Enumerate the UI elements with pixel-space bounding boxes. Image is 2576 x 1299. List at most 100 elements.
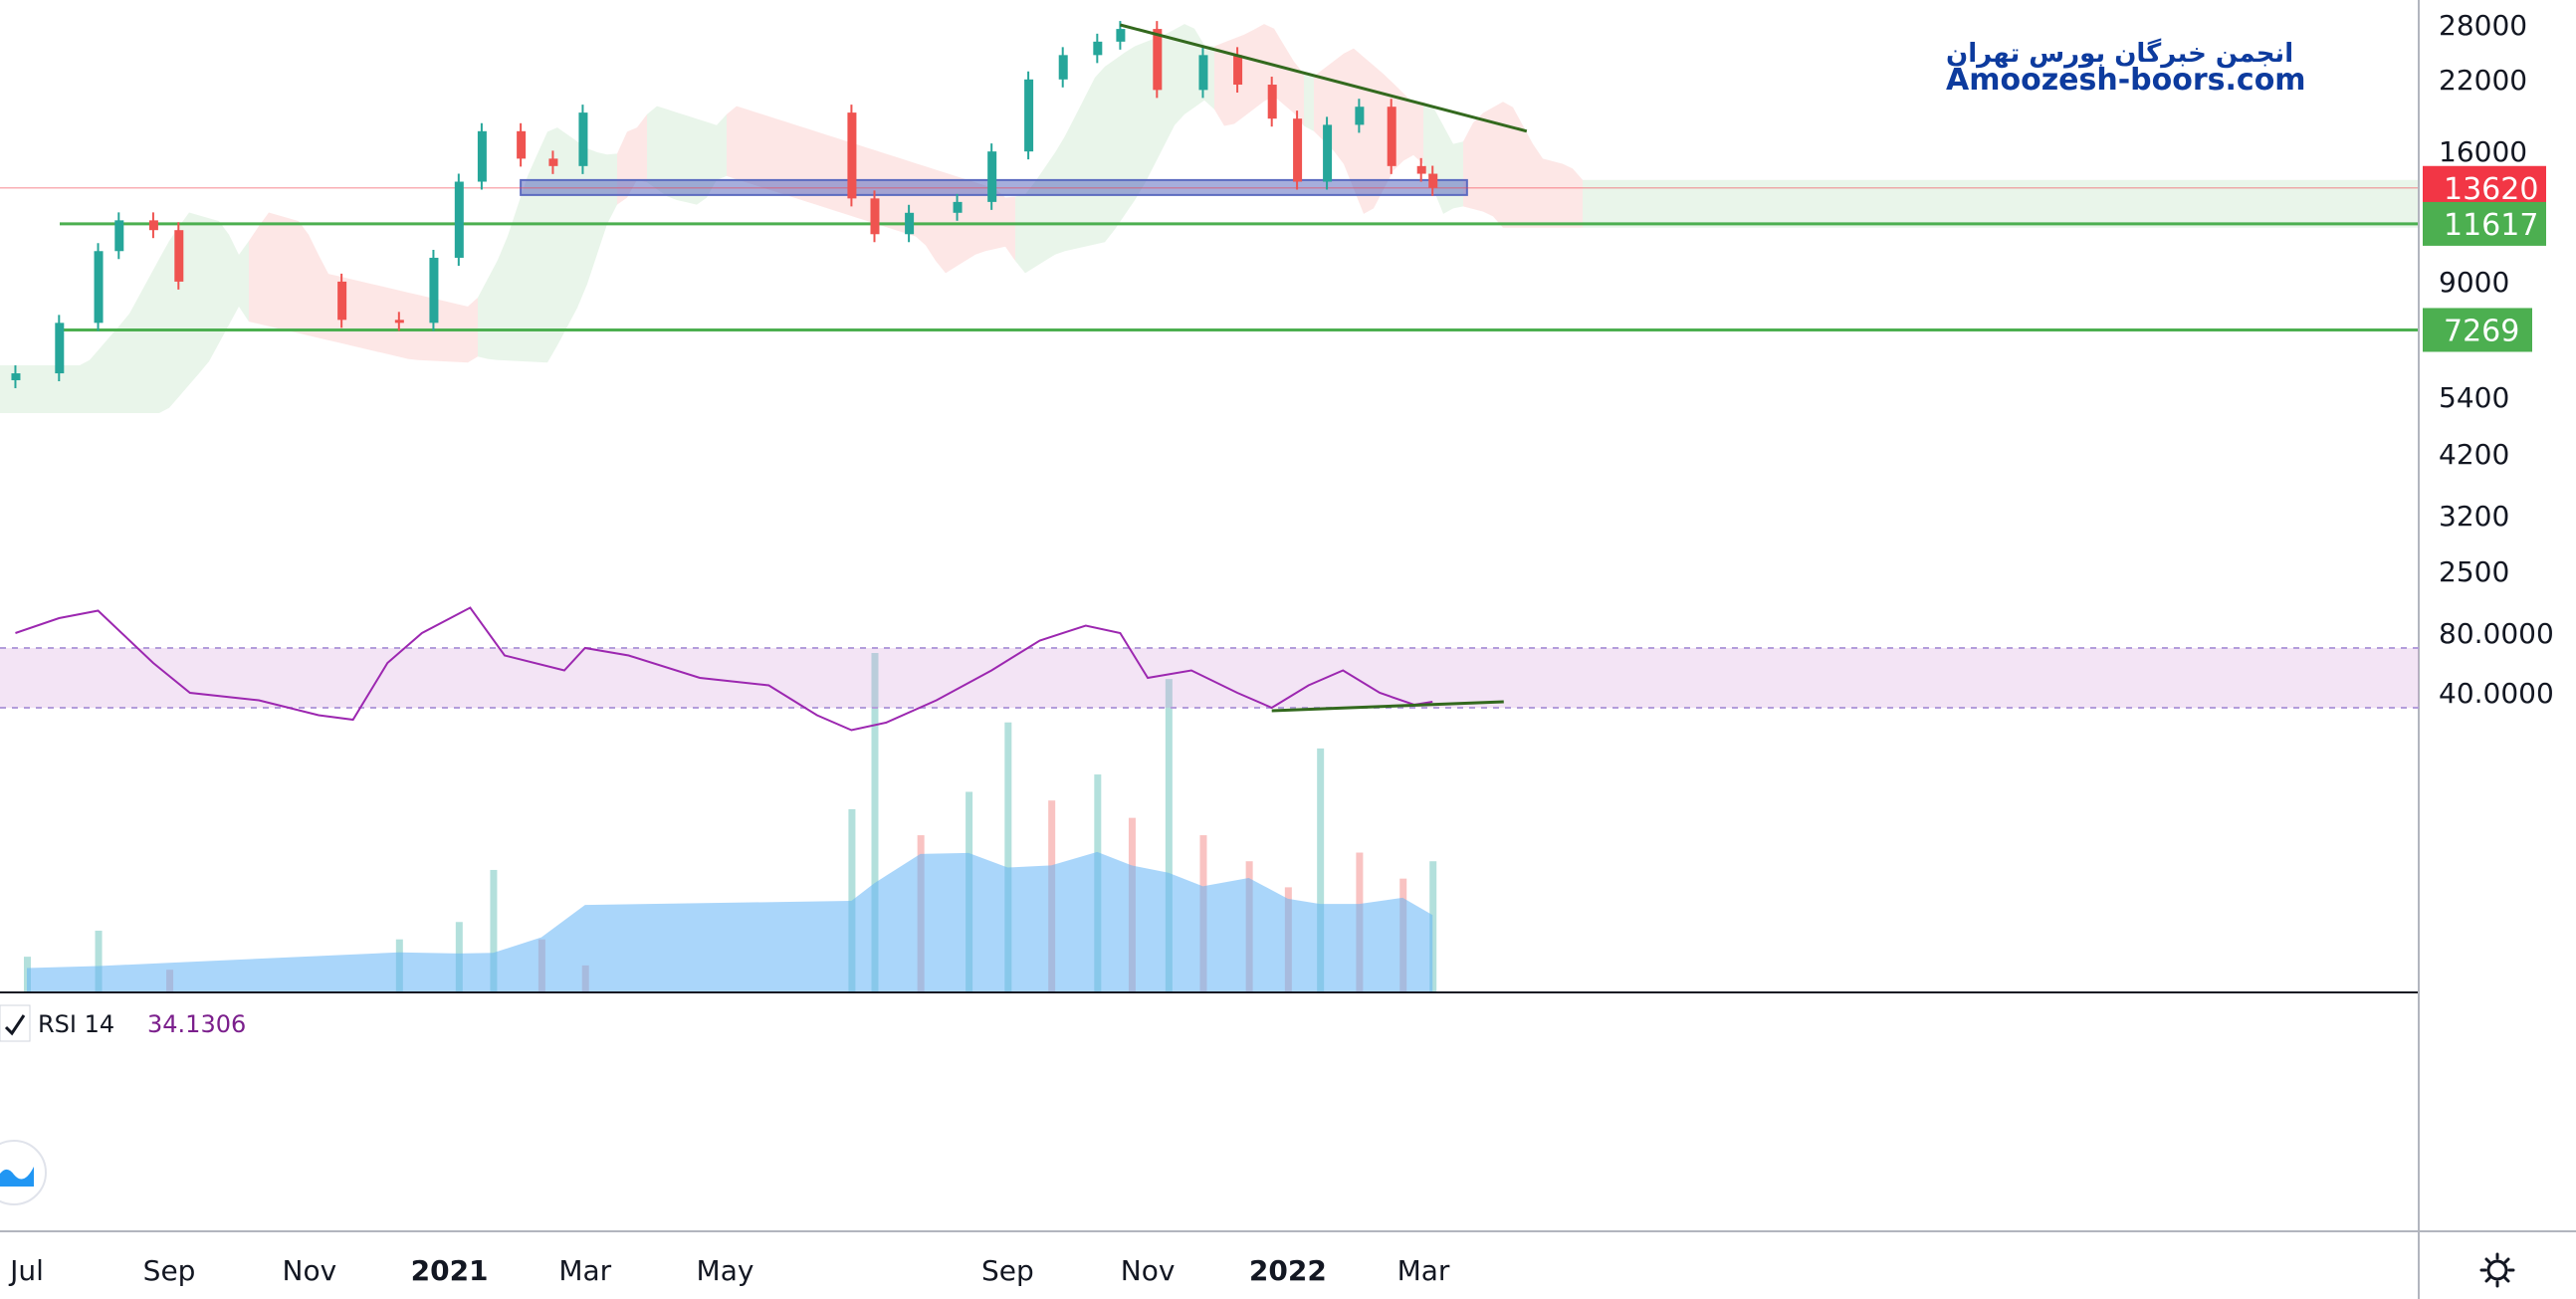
cloud-segment	[1822, 179, 1831, 228]
rsi-legend[interactable]: RSI 14 34.1306	[0, 1004, 246, 1042]
cloud-segment	[1911, 179, 1921, 228]
cloud-segment	[1145, 38, 1155, 184]
candle-body	[1355, 107, 1365, 125]
candle-body	[1416, 165, 1426, 174]
cloud-segment	[1105, 59, 1115, 243]
cloud-segment	[1553, 160, 1563, 228]
cloud-segment	[1254, 24, 1264, 109]
candle-body	[55, 323, 65, 374]
cloud-segment	[1612, 179, 1622, 228]
volume-bar	[1165, 679, 1173, 991]
cloud-segment	[2349, 179, 2359, 228]
cloud-segment	[2259, 179, 2269, 228]
cloud-segment	[1732, 179, 1742, 228]
rsi-band	[0, 648, 2419, 708]
cloud-segment	[488, 260, 498, 360]
cloud-segment	[727, 106, 737, 180]
time-tick-label: Mar	[1397, 1254, 1450, 1287]
candle-body	[114, 220, 124, 252]
cloud-segment	[1901, 179, 1911, 228]
cloud-segment	[2230, 179, 2240, 228]
cloud-segment	[159, 241, 169, 414]
cloud-segment	[1025, 181, 1035, 274]
cloud-segment	[707, 121, 717, 198]
price-tick-label: 28000	[2439, 9, 2527, 42]
cloud-segment	[408, 292, 418, 360]
cloud-segment	[1244, 29, 1254, 116]
cloud-segment	[1513, 107, 1523, 228]
horizontal-levels[interactable]	[0, 187, 2419, 331]
cloud-segment	[1374, 65, 1384, 209]
time-tick-label: May	[697, 1254, 754, 1287]
volume-bar	[848, 808, 856, 991]
price-tick-label: 2500	[2439, 555, 2509, 588]
cloud-segment	[1682, 179, 1692, 228]
cloud-segment	[2359, 179, 2369, 228]
tradingview-logo-button[interactable]	[0, 1140, 47, 1205]
cloud-segment	[1991, 179, 2001, 228]
trend-line[interactable]	[1120, 23, 1528, 133]
cloud-segment	[209, 218, 219, 362]
cloud-segment	[1941, 179, 1951, 228]
cloud-segment	[1971, 179, 1981, 228]
rsi-trend-line	[1271, 700, 1504, 713]
candle-body	[1116, 29, 1126, 42]
cloud-segment	[50, 365, 60, 414]
cloud-segment	[1722, 179, 1732, 228]
time-tick-label: Sep	[143, 1254, 196, 1287]
cloud-segment	[378, 285, 388, 354]
cloud-segment	[2299, 179, 2309, 228]
cloud-segment	[1165, 29, 1175, 145]
watermark-line1: انجمن خبرگان بورس تهران	[1946, 38, 2293, 69]
cloud-segment	[1045, 152, 1055, 261]
cloud-segment	[1831, 179, 1841, 228]
cloud-segment	[2031, 179, 2040, 228]
candle-body	[870, 198, 880, 235]
cloud-segment	[328, 274, 338, 343]
cloud-segment	[1851, 179, 1861, 228]
cloud-segment	[1802, 179, 1812, 228]
time-axis[interactable]: Jul Sep Nov 2021 Mar May Sep Nov 2022 Mar	[8, 1254, 1450, 1287]
cloud-segment	[309, 234, 319, 338]
cloud-segment	[2040, 179, 2050, 228]
settings-gear-icon[interactable]	[2479, 1252, 2515, 1288]
volume-bar	[1429, 861, 1437, 991]
cloud-segment	[1752, 179, 1762, 228]
cloud-segment	[2160, 179, 2170, 228]
price-badge	[2423, 308, 2532, 352]
price-badge	[2423, 201, 2546, 246]
cloud-segment	[2339, 179, 2349, 228]
cloud-segment	[2070, 179, 2080, 228]
cloud-segment	[1175, 24, 1184, 125]
cloud-segment	[239, 241, 249, 323]
cloud-segment	[2309, 179, 2319, 228]
cloud-segment	[0, 365, 10, 414]
cloud-segment	[1792, 179, 1802, 228]
cloud-segment	[1702, 179, 1712, 228]
price-badge-label: 7269	[2444, 314, 2519, 348]
cloud-segment	[2001, 179, 2011, 228]
cloud-segment	[2120, 179, 2130, 228]
candle-body	[394, 320, 404, 324]
rsi-axis[interactable]: 80.0000 40.0000	[2439, 617, 2554, 710]
cloud-segment	[388, 288, 398, 357]
cloud-segment	[1642, 179, 1652, 228]
cloud-segment	[1841, 179, 1851, 228]
cloud-segment	[1224, 38, 1234, 126]
price-axis[interactable]: 28000 22000 16000 9000 5400 4200 3200 2500	[2439, 9, 2527, 588]
cloud-segment	[2289, 179, 2299, 228]
time-tick-label: Nov	[283, 1254, 337, 1287]
candle-body	[847, 112, 857, 199]
cloud-segment	[2210, 179, 2220, 228]
cloud-segment	[1593, 179, 1603, 228]
cloud-segment	[109, 325, 119, 414]
cloud-segment	[2180, 179, 2190, 228]
cloud-segment	[1662, 179, 1672, 228]
cloud-segment	[60, 365, 70, 414]
volume-histogram	[24, 653, 1437, 991]
cloud-segment	[537, 131, 547, 363]
cloud-segment	[657, 106, 667, 197]
time-tick-label: Nov	[1121, 1254, 1176, 1287]
